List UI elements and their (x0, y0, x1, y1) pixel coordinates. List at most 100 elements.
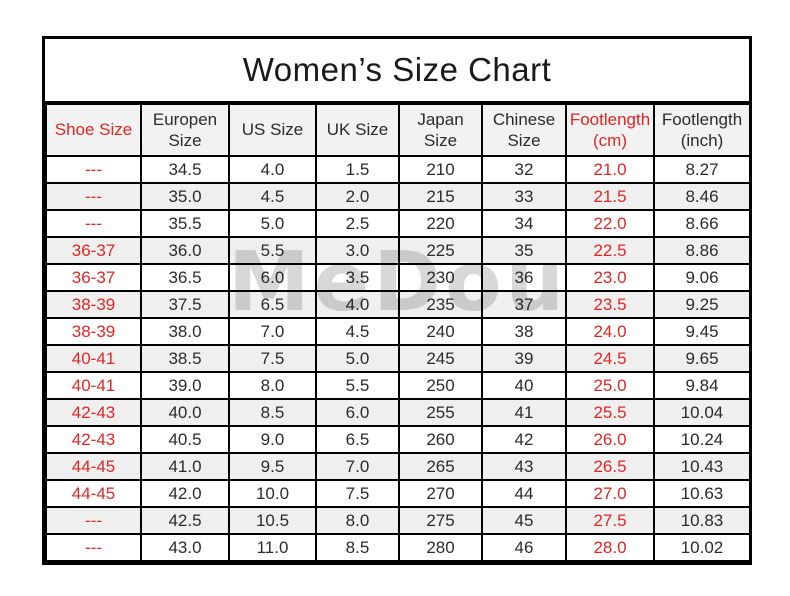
cell: 4.0 (228, 155, 317, 184)
cell: 1.5 (315, 155, 400, 184)
cell: 9.65 (653, 344, 751, 373)
column-header: Footlength (inch) (653, 103, 751, 157)
cell: 21.0 (565, 155, 655, 184)
cell: 23.5 (565, 290, 655, 319)
cell: 24.0 (565, 317, 655, 346)
cell: 5.5 (228, 236, 317, 265)
cell: 8.5 (315, 533, 400, 562)
cell: 27.5 (565, 506, 655, 535)
cell: --- (45, 506, 142, 535)
cell: 10.02 (653, 533, 751, 562)
cell: 28.0 (565, 533, 655, 562)
cell: 10.24 (653, 425, 751, 454)
cell: 36.0 (140, 236, 230, 265)
cell: 36 (481, 263, 567, 292)
column-header: Europen Size (140, 103, 230, 157)
cell: 43 (481, 452, 567, 481)
cell: 25.0 (565, 371, 655, 400)
cell: 210 (398, 155, 483, 184)
table-row: --- 42.5 10.5 8.0 275 45 27.5 10.83 (45, 506, 751, 535)
cell: 10.5 (228, 506, 317, 535)
cell: 40-41 (45, 344, 142, 373)
cell: 42.0 (140, 479, 230, 508)
cell: 7.0 (228, 317, 317, 346)
cell: 3.5 (315, 263, 400, 292)
chart-title: Women’s Size Chart (45, 39, 749, 103)
cell: 24.5 (565, 344, 655, 373)
cell: 32 (481, 155, 567, 184)
table-row: 40-41 38.5 7.5 5.0 245 39 24.5 9.65 (45, 344, 751, 373)
cell: 235 (398, 290, 483, 319)
cell: 4.5 (315, 317, 400, 346)
cell: 23.0 (565, 263, 655, 292)
cell: 255 (398, 398, 483, 427)
column-header: US Size (228, 103, 317, 157)
cell: 39.0 (140, 371, 230, 400)
cell: 5.0 (315, 344, 400, 373)
cell: 43.0 (140, 533, 230, 562)
cell: 245 (398, 344, 483, 373)
cell: 40.5 (140, 425, 230, 454)
cell: 7.5 (228, 344, 317, 373)
cell: 38-39 (45, 317, 142, 346)
cell: --- (45, 209, 142, 238)
cell: 10.04 (653, 398, 751, 427)
cell: 35.0 (140, 182, 230, 211)
table-row: --- 43.0 11.0 8.5 280 46 28.0 10.02 (45, 533, 751, 562)
cell: 40.0 (140, 398, 230, 427)
cell: 5.0 (228, 209, 317, 238)
table-row: 42-43 40.5 9.0 6.5 260 42 26.0 10.24 (45, 425, 751, 454)
cell: 44-45 (45, 479, 142, 508)
cell: 7.0 (315, 452, 400, 481)
cell: 25.5 (565, 398, 655, 427)
cell: 7.5 (315, 479, 400, 508)
table-row: 44-45 42.0 10.0 7.5 270 44 27.0 10.63 (45, 479, 751, 508)
cell: 8.46 (653, 182, 751, 211)
size-table: Shoe Size Europen Size US Size UK Size Japan… (45, 103, 751, 562)
cell: 22.5 (565, 236, 655, 265)
cell: 42 (481, 425, 567, 454)
cell: 38.5 (140, 344, 230, 373)
column-header: Chinese Size (481, 103, 567, 157)
cell: 37.5 (140, 290, 230, 319)
cell: 46 (481, 533, 567, 562)
cell: 215 (398, 182, 483, 211)
column-header: Shoe Size (45, 103, 142, 157)
cell: 26.0 (565, 425, 655, 454)
table-row: 38-39 38.0 7.0 4.5 240 38 24.0 9.45 (45, 317, 751, 346)
cell: --- (45, 155, 142, 184)
cell: 10.43 (653, 452, 751, 481)
column-header: UK Size (315, 103, 400, 157)
cell: 39 (481, 344, 567, 373)
table-row: 36-37 36.0 5.5 3.0 225 35 22.5 8.86 (45, 236, 751, 265)
cell: 8.27 (653, 155, 751, 184)
cell: 35.5 (140, 209, 230, 238)
cell: --- (45, 533, 142, 562)
table-row: --- 35.5 5.0 2.5 220 34 22.0 8.66 (45, 209, 751, 238)
table-row: 38-39 37.5 6.5 4.0 235 37 23.5 9.25 (45, 290, 751, 319)
table-row: --- 34.5 4.0 1.5 210 32 21.0 8.27 (45, 155, 751, 184)
cell: 8.86 (653, 236, 751, 265)
cell: 45 (481, 506, 567, 535)
cell: 225 (398, 236, 483, 265)
cell: 34 (481, 209, 567, 238)
cell: 8.66 (653, 209, 751, 238)
cell: 38.0 (140, 317, 230, 346)
cell: 34.5 (140, 155, 230, 184)
cell: 10.0 (228, 479, 317, 508)
cell: 2.0 (315, 182, 400, 211)
cell: 36-37 (45, 263, 142, 292)
cell: 9.45 (653, 317, 751, 346)
cell: 38 (481, 317, 567, 346)
cell: 9.84 (653, 371, 751, 400)
table-row: 42-43 40.0 8.5 6.0 255 41 25.5 10.04 (45, 398, 751, 427)
cell: 250 (398, 371, 483, 400)
cell: 10.83 (653, 506, 751, 535)
cell: 21.5 (565, 182, 655, 211)
cell: 40-41 (45, 371, 142, 400)
table-body: --- 34.5 4.0 1.5 210 32 21.0 8.27 --- 35.0 4.5 2.0 2… (45, 155, 751, 562)
cell: 240 (398, 317, 483, 346)
cell: 275 (398, 506, 483, 535)
cell: 9.25 (653, 290, 751, 319)
